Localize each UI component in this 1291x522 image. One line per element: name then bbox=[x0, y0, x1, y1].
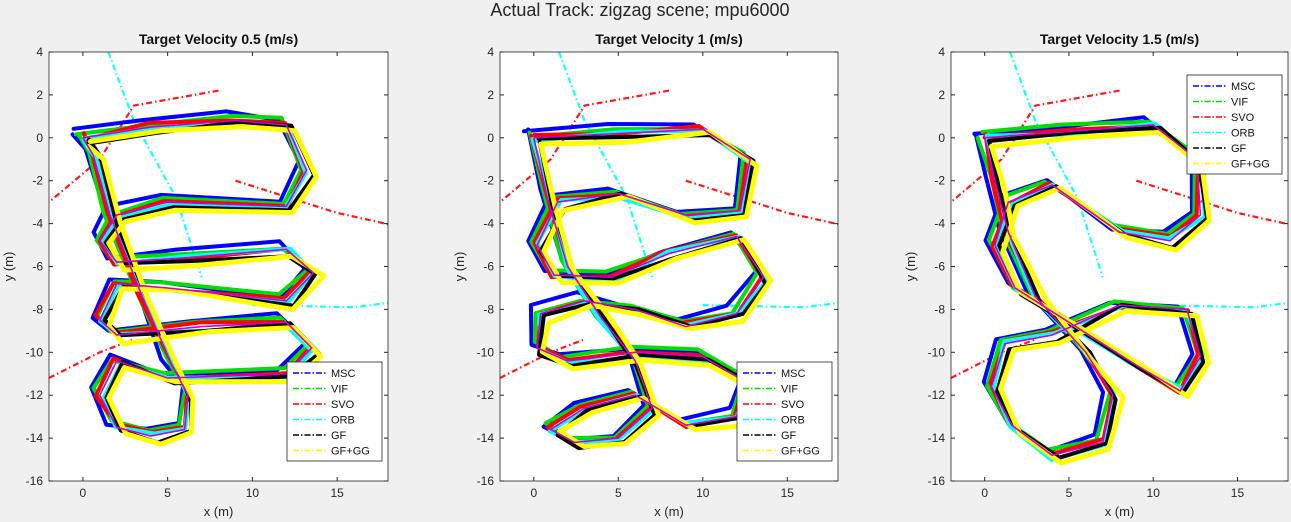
y-tick-label: -8 bbox=[934, 302, 945, 316]
y-tick-label: -2 bbox=[32, 174, 43, 188]
legend-label: MSC bbox=[1231, 81, 1256, 93]
y-tick-label: -6 bbox=[32, 260, 43, 274]
legend-label: GF bbox=[331, 430, 347, 442]
stray-track bbox=[235, 179, 388, 226]
x-tick-label: 5 bbox=[164, 486, 171, 500]
y-tick-label: -4 bbox=[934, 217, 945, 231]
subplot-title: Target Velocity 0.5 (m/s) bbox=[139, 31, 298, 47]
x-tick-label: 0 bbox=[80, 486, 87, 500]
y-tick-label: 0 bbox=[487, 131, 494, 145]
y-tick-label: 4 bbox=[487, 45, 494, 59]
y-tick-label: -14 bbox=[26, 431, 44, 445]
stray-track bbox=[558, 52, 654, 278]
y-axis-label: y (m) bbox=[1, 252, 16, 282]
x-tick-label: 15 bbox=[781, 486, 795, 500]
x-tick-label: 10 bbox=[1147, 486, 1161, 500]
legend-label: GF+GG bbox=[1231, 159, 1270, 171]
y-tick-label: 4 bbox=[36, 45, 43, 59]
y-tick-label: -4 bbox=[32, 217, 43, 231]
y-tick-label: 0 bbox=[36, 131, 43, 145]
y-tick-label: -6 bbox=[483, 260, 494, 274]
y-tick-label: 2 bbox=[487, 88, 494, 102]
legend-label: GF+GG bbox=[331, 446, 370, 458]
y-tick-label: -12 bbox=[477, 388, 495, 402]
trajectories bbox=[951, 52, 1288, 466]
y-tick-label: -12 bbox=[928, 388, 946, 402]
subplot-2: 0 5 10 15 -16 -14 -12 -10 -8 -6 -4 -2 0 2 4 Target Velo… bbox=[452, 31, 839, 519]
y-tick-label: 0 bbox=[938, 131, 945, 145]
x-axis-label: x (m) bbox=[204, 504, 234, 519]
x-tick-label: 5 bbox=[1066, 486, 1073, 500]
y-tick-label: -16 bbox=[26, 474, 44, 488]
legend-box bbox=[736, 361, 833, 462]
y-tick-label: -10 bbox=[928, 345, 946, 359]
series-track-gf bbox=[986, 125, 1210, 460]
y-tick-label: 4 bbox=[938, 45, 945, 59]
y-tick-label: -16 bbox=[928, 474, 946, 488]
series-track-gf-gg bbox=[988, 129, 1212, 466]
subplot-title: Target Velocity 1 (m/s) bbox=[595, 31, 743, 47]
ground-truth-track bbox=[82, 119, 315, 437]
legend-label: MSC bbox=[781, 368, 806, 380]
subplot-title: Target Velocity 1.5 (m/s) bbox=[1040, 31, 1199, 47]
stray-track bbox=[1135, 179, 1288, 226]
y-tick-label: -2 bbox=[934, 174, 945, 188]
stray-track bbox=[685, 179, 838, 226]
stray-track bbox=[500, 89, 670, 204]
legend-label: GF+GG bbox=[781, 446, 820, 458]
legend-label: SVO bbox=[781, 399, 805, 411]
y-tick-label: 2 bbox=[938, 88, 945, 102]
y-tick-label: -8 bbox=[32, 302, 43, 316]
x-axis-label: x (m) bbox=[1105, 504, 1135, 519]
y-tick-label: -2 bbox=[483, 174, 494, 188]
legend-label: GF bbox=[781, 430, 797, 442]
legend-label: ORB bbox=[781, 415, 805, 427]
x-axis-label: x (m) bbox=[654, 504, 684, 519]
figure-suptitle: Actual Track: zigzag scene; mpu6000 bbox=[490, 0, 789, 20]
x-tick-label: 0 bbox=[981, 486, 988, 500]
legend: MSC VIF SVO ORB GF GF+GG bbox=[286, 361, 383, 462]
subplot-1: 0 5 10 15 -16 -14 -12 -10 -8 -6 -4 -2 0 2 4 Target Velo… bbox=[1, 31, 389, 519]
x-tick-label: 15 bbox=[330, 486, 344, 500]
x-tick-label: 5 bbox=[615, 486, 622, 500]
y-tick-label: -6 bbox=[934, 260, 945, 274]
legend-box bbox=[1186, 74, 1283, 175]
legend-label: ORB bbox=[1231, 128, 1255, 140]
legend-box bbox=[286, 361, 383, 462]
ground-truth-track bbox=[983, 124, 1202, 457]
trajectories bbox=[500, 52, 838, 451]
legend-label: VIF bbox=[781, 384, 798, 396]
legend: MSC VIF SVO ORB GF GF+GG bbox=[736, 361, 833, 462]
y-tick-label: 2 bbox=[36, 88, 43, 102]
legend-label: SVO bbox=[331, 399, 355, 411]
x-tick-label: 15 bbox=[1231, 486, 1245, 500]
legend-label: GF bbox=[1231, 143, 1247, 155]
y-tick-label: -16 bbox=[477, 474, 495, 488]
x-tick-label: 10 bbox=[246, 486, 260, 500]
legend-label: ORB bbox=[331, 415, 355, 427]
legend-label: SVO bbox=[1231, 112, 1255, 124]
y-tick-label: -12 bbox=[26, 388, 44, 402]
series-track-msc bbox=[972, 115, 1195, 454]
subplot-3: 0 5 10 15 -16 -14 -12 -10 -8 -6 -4 -2 0 2 4 Target Velo… bbox=[903, 31, 1289, 519]
legend-label: VIF bbox=[331, 384, 348, 396]
x-tick-label: 10 bbox=[696, 486, 710, 500]
y-axis-label: y (m) bbox=[452, 252, 467, 282]
y-tick-label: -10 bbox=[477, 345, 495, 359]
y-axis-label: y (m) bbox=[903, 252, 918, 282]
x-tick-label: 0 bbox=[530, 486, 537, 500]
legend-label: VIF bbox=[1231, 97, 1248, 109]
stray-track bbox=[951, 89, 1120, 204]
legend-label: MSC bbox=[331, 368, 356, 380]
y-tick-label: -10 bbox=[26, 345, 44, 359]
legend: MSC VIF SVO ORB GF GF+GG bbox=[1186, 74, 1283, 175]
stray-track bbox=[107, 52, 203, 278]
y-tick-label: -14 bbox=[477, 431, 495, 445]
y-tick-label: -8 bbox=[483, 302, 494, 316]
y-tick-label: -4 bbox=[483, 217, 494, 231]
stray-track bbox=[1008, 52, 1104, 278]
ground-truth-track bbox=[533, 128, 765, 444]
y-tick-label: -14 bbox=[928, 431, 946, 445]
